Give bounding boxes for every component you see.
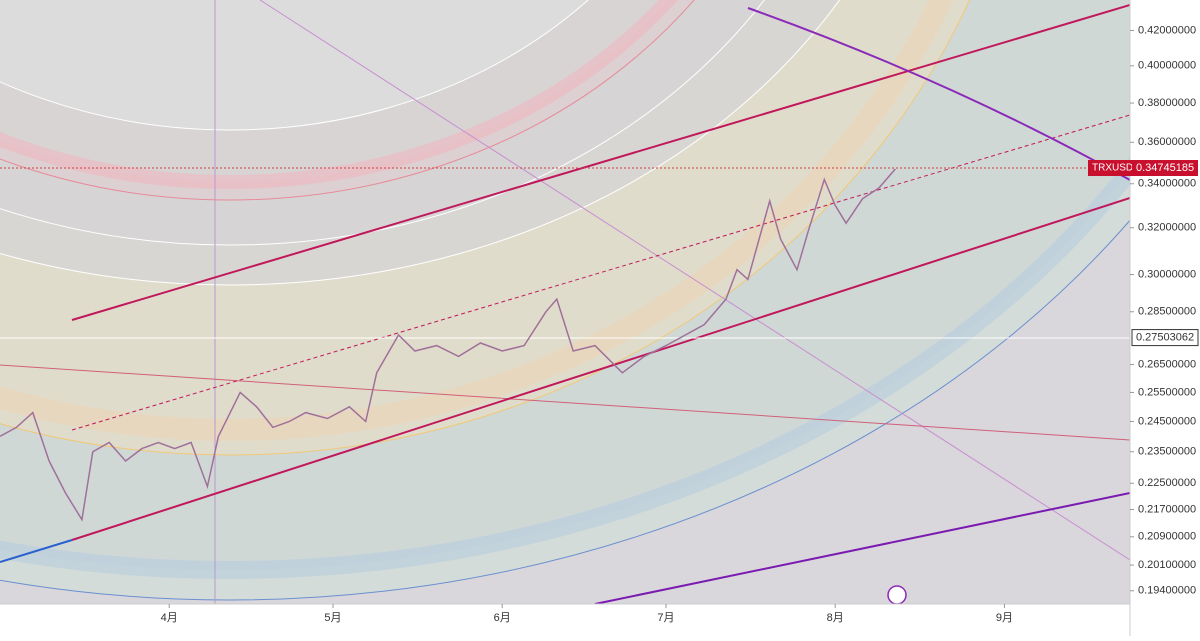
price-line: [0, 168, 896, 522]
y-tick-label: 0.19400000: [1138, 585, 1196, 597]
crosshair-label: 0.27503062: [1136, 331, 1194, 343]
y-tick-label: 0.42000000: [1138, 24, 1196, 36]
x-tick-label: 5月: [324, 612, 341, 624]
y-tick-label: 0.40000000: [1138, 60, 1196, 72]
crosshair-badge: [1131, 329, 1199, 347]
y-tick-label: 0.20100000: [1138, 559, 1196, 571]
y-tick-label: 0.26500000: [1138, 358, 1196, 370]
y-tick-label: 0.24500000: [1138, 415, 1196, 427]
y-tick-label: 0.22500000: [1138, 477, 1196, 489]
drawings: [0, 0, 1130, 604]
y-tick-label: 0.25500000: [1138, 386, 1196, 398]
y-tick-label: 0.23500000: [1138, 446, 1196, 458]
y-tick-label: 0.38000000: [1138, 97, 1196, 109]
y-tick-label: 0.21700000: [1138, 503, 1196, 515]
last-price-badge: [1132, 160, 1198, 177]
price-axis: [1130, 0, 1200, 636]
time-axis: [0, 604, 1130, 636]
x-tick-label: 8月: [827, 612, 844, 624]
x-tick-label: 9月: [996, 612, 1013, 624]
x-tick-label: 4月: [161, 612, 178, 624]
y-tick-label: 0.32000000: [1138, 222, 1196, 234]
y-tick-label: 0.20900000: [1138, 531, 1196, 543]
x-tick-label: 6月: [494, 612, 511, 624]
y-tick-label: 0.28500000: [1138, 306, 1196, 318]
x-tick-label: 7月: [657, 612, 674, 624]
y-tick-label: 0.30000000: [1138, 268, 1196, 280]
symbol-label: TRXUSD: [1092, 163, 1133, 174]
last-price-label: 0.34745185: [1136, 162, 1194, 174]
y-tick-label: 0.36000000: [1138, 136, 1196, 148]
y-tick-label: 0.34000000: [1138, 178, 1196, 190]
symbol-badge: [1088, 160, 1132, 177]
